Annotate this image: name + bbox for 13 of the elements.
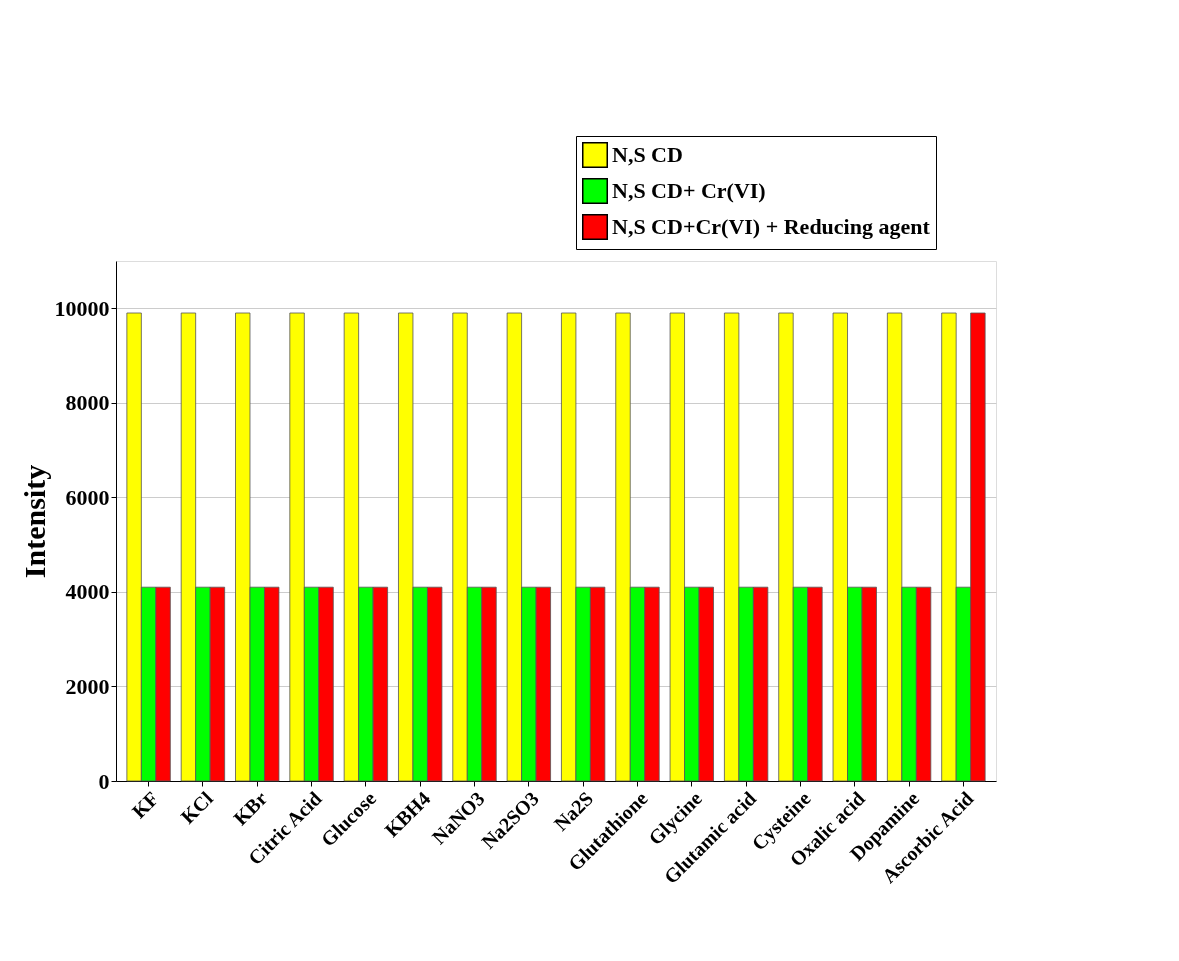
y-axis-title: Intensity — [17, 464, 51, 579]
y-tick-label: 8000 — [65, 390, 110, 416]
legend-label: N,S CD — [612, 142, 683, 167]
y-tick-label: 6000 — [65, 484, 110, 510]
x-tick-label: KBr — [229, 787, 272, 830]
y-tick-label: 4000 — [65, 579, 110, 605]
y-tick-label: 10000 — [54, 295, 110, 321]
legend-label: N,S CD+Cr(VI) + Reducing agent — [612, 214, 931, 239]
x-tick-label: KF — [127, 787, 163, 823]
y-tick-label: 2000 — [65, 673, 110, 699]
legend-label: N,S CD+ Cr(VI) — [612, 178, 766, 203]
y-tick-label: 0 — [98, 768, 110, 794]
x-tick-label: KCl — [176, 786, 218, 828]
